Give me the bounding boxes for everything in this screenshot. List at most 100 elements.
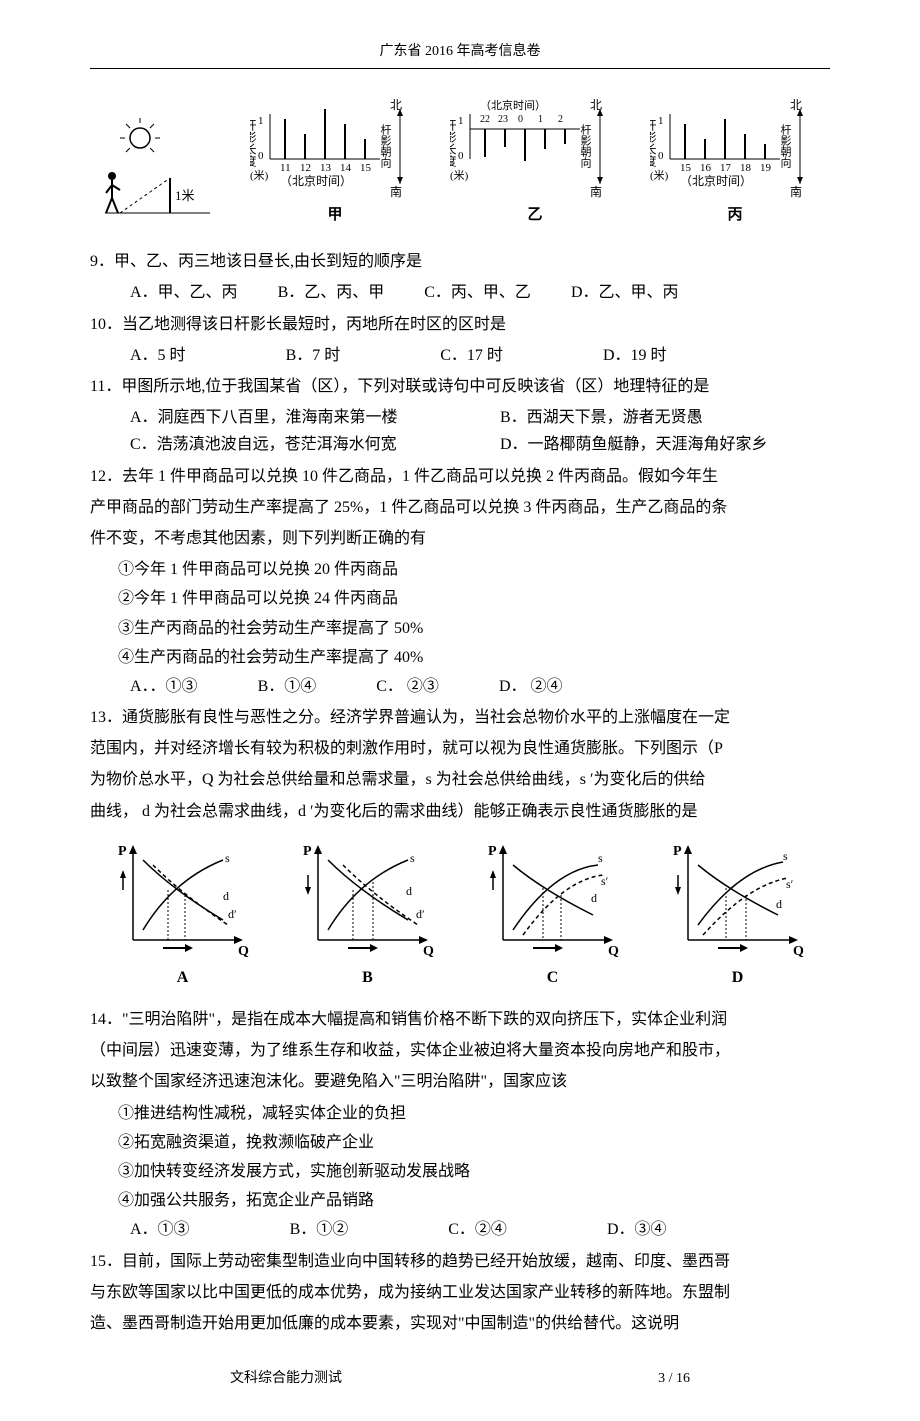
q14-c: C．②④ (448, 1216, 507, 1243)
svg-text:13: 13 (320, 162, 332, 174)
q10-b: B．7 时 (286, 342, 341, 369)
svg-text:南: 南 (390, 184, 402, 199)
svg-text:南: 南 (790, 184, 802, 199)
q14-d: D．③④ (607, 1216, 667, 1243)
q9-a: A．甲、乙、丙 (130, 279, 238, 306)
chart-c: P Q s s′ d C (483, 840, 623, 991)
svg-text:杆影朝向: 杆影朝向 (779, 122, 792, 167)
q12-d: D． ②④ (499, 673, 563, 700)
q11-options: A．洞庭西下八百里，淮海南来第一楼 B．西湖天下景，游者无贤愚 C．浩荡滇池波自… (90, 404, 830, 458)
chart-d-icon: P Q s s′ d (668, 840, 808, 960)
question-14-1: 14．"三明治陷阱"，是指在成本大幅提高和销售价格不断下跌的双向挤压下，实体企业… (90, 1006, 830, 1033)
question-13-2: 范围内，并对经济增长有较为积极的刺激作用时，就可以视为良性通货膨胀。下列图示（P (90, 735, 830, 762)
chart-d-label: D (732, 964, 744, 991)
q11-a: A．洞庭西下八百里，淮海南来第一楼 (130, 404, 460, 431)
question-11: 11．甲图所示地,位于我国某省（区），下列对联或诗句中可反映该省（区）地理特征的… (90, 373, 830, 400)
q11-c: C．浩荡滇池波自远，苍茫洱海水何宽 (130, 431, 460, 458)
svg-text:南: 南 (590, 184, 602, 199)
supply-demand-charts: P Q s d d′ A P Q (90, 840, 830, 991)
svg-text:(米): (米) (250, 169, 269, 182)
svg-text:d: d (776, 897, 782, 911)
svg-text:Q: Q (238, 944, 249, 959)
svg-text:（北京时间）: （北京时间） (280, 174, 352, 188)
chart-c-icon: P Q s s′ d (483, 840, 623, 960)
svg-text:12: 12 (300, 162, 311, 174)
sun-person-icon: 1米 (100, 118, 220, 228)
svg-text:23: 23 (498, 114, 508, 125)
chart-jia-icon: 杆影长度 1 0 (米) 11 12 13 14 15 （北京时间） 北 杆影朝… (250, 89, 420, 199)
question-12-2: 产甲商品的部门劳动生产率提高了 25%，1 件乙商品可以兑换 3 件丙商品，生产… (90, 494, 830, 521)
svg-text:16: 16 (700, 162, 712, 174)
svg-text:18: 18 (740, 162, 752, 174)
q10-options: A．5 时 B．7 时 C．17 时 D．19 时 (90, 342, 830, 369)
diagram-bing: 杆影长度 1 0 (米) 15 16 17 18 19 （北京时间） 北 杆影朝… (650, 89, 820, 229)
q14-a: A．①③ (130, 1216, 190, 1243)
question-9: 9．甲、乙、丙三地该日昼长,由长到短的顺序是 (90, 248, 830, 275)
svg-text:0: 0 (518, 114, 523, 125)
svg-text:1米: 1米 (175, 188, 195, 203)
diagram-yi: 杆影长度 1 0 (米) （北京时间） 22 23 0 1 2 北 杆影朝向 南… (450, 89, 620, 229)
svg-text:11: 11 (280, 162, 291, 174)
q12-s3: ③生产丙商品的社会劳动生产率提高了 50% (90, 615, 830, 642)
svg-text:P: P (488, 844, 497, 859)
svg-text:杆影长度: 杆影长度 (650, 118, 657, 166)
chart-b-icon: P Q s d d′ (298, 840, 438, 960)
footer-left: 文科综合能力测试 (230, 1367, 342, 1391)
svg-text:(米): (米) (650, 169, 669, 182)
chart-bing-icon: 杆影长度 1 0 (米) 15 16 17 18 19 （北京时间） 北 杆影朝… (650, 89, 820, 199)
footer-right: 3 / 16 (658, 1367, 690, 1391)
question-15-1: 15．目前，国际上劳动密集型制造业向中国转移的趋势已经开始放缓，越南、印度、墨西… (90, 1248, 830, 1275)
svg-text:d: d (223, 889, 229, 903)
svg-text:0: 0 (458, 150, 464, 162)
svg-text:Q: Q (793, 944, 804, 959)
q12-options: A．．①③ B．①④ C． ②③ D． ②④ (90, 673, 830, 700)
label-bing: 丙 (727, 203, 742, 229)
question-14-2: （中间层）迅速变薄，为了维系生存和收益，实体企业被迫将大量资本投向房地产和股市， (90, 1037, 830, 1064)
svg-text:14: 14 (340, 162, 352, 174)
person-diagram: 1米 (100, 118, 220, 228)
chart-b-label: B (362, 964, 373, 991)
svg-text:d: d (591, 891, 597, 905)
label-yi: 乙 (527, 203, 542, 229)
page-header: 广东省 2016 年高考信息卷 (90, 40, 830, 69)
svg-text:22: 22 (480, 114, 490, 125)
question-13-3: 为物价总水平，Q 为社会总供给量和总需求量，s 为社会总供给曲线，s ′为变化后… (90, 766, 830, 793)
svg-text:杆影朝向: 杆影朝向 (379, 122, 392, 167)
svg-text:杆影长度: 杆影长度 (450, 118, 457, 166)
diagram-jia: 杆影长度 1 0 (米) 11 12 13 14 15 （北京时间） 北 杆影朝… (250, 89, 420, 229)
svg-text:（北京时间）: （北京时间） (680, 174, 752, 188)
svg-text:1: 1 (658, 115, 664, 127)
question-14-3: 以致整个国家经济迅速泡沫化。要避免陷入"三明治陷阱"，国家应该 (90, 1068, 830, 1095)
chart-a: P Q s d d′ A (113, 840, 253, 991)
q9-c: C．丙、甲、乙 (424, 279, 531, 306)
q12-c: C． ②③ (376, 673, 439, 700)
chart-a-label: A (177, 964, 189, 991)
question-13-1: 13．通货膨胀有良性与恶性之分。经济学界普遍认为，当社会总物价水平的上涨幅度在一… (90, 704, 830, 731)
svg-text:Q: Q (423, 944, 434, 959)
svg-text:Q: Q (608, 944, 619, 959)
svg-text:15: 15 (360, 162, 372, 174)
q10-d: D．19 时 (603, 342, 667, 369)
question-12-3: 件不变，不考虑其他因素，则下列判断正确的有 (90, 525, 830, 552)
question-15-3: 造、墨西哥制造开始用更加低廉的成本要素，实现对"中国制造"的供给替代。这说明 (90, 1310, 830, 1337)
chart-yi-icon: 杆影长度 1 0 (米) （北京时间） 22 23 0 1 2 北 杆影朝向 南 (450, 89, 620, 199)
svg-text:s: s (783, 849, 788, 863)
svg-text:2: 2 (558, 114, 563, 125)
q14-s2: ②拓宽融资渠道，挽救濒临破产企业 (90, 1129, 830, 1156)
q14-s4: ④加强公共服务，拓宽企业产品销路 (90, 1187, 830, 1214)
svg-text:1: 1 (458, 115, 464, 127)
q10-c: C．17 时 (440, 342, 503, 369)
q9-options: A．甲、乙、丙 B．乙、丙、甲 C．丙、甲、乙 D．乙、甲、丙 (90, 279, 830, 306)
svg-text:19: 19 (760, 162, 772, 174)
svg-text:17: 17 (720, 162, 732, 174)
question-12-1: 12．去年 1 件甲商品可以兑换 10 件乙商品，1 件乙商品可以兑换 2 件丙… (90, 463, 830, 490)
svg-text:(米): (米) (450, 169, 469, 182)
svg-text:0: 0 (658, 150, 664, 162)
svg-text:s′: s′ (601, 874, 609, 888)
chart-d: P Q s s′ d D (668, 840, 808, 991)
q11-d: D．一路椰荫鱼艇静，天涯海角好家乡 (500, 431, 830, 458)
q9-d: D．乙、甲、丙 (571, 279, 679, 306)
chart-a-icon: P Q s d d′ (113, 840, 253, 960)
question-10: 10．当乙地测得该日杆影长最短时，丙地所在时区的区时是 (90, 311, 830, 338)
svg-text:（北京时间）: （北京时间） (480, 98, 546, 112)
